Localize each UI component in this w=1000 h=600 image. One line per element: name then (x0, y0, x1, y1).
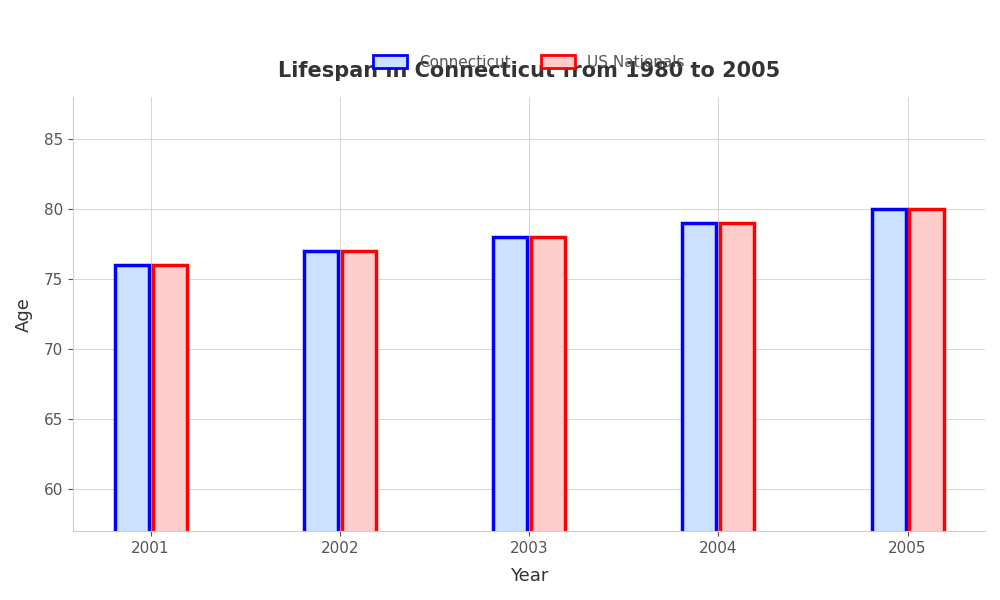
Bar (493, 238, 527, 600)
Y-axis label: Age: Age (15, 297, 33, 332)
Bar (153, 265, 187, 600)
Bar (682, 223, 716, 600)
Bar (342, 251, 376, 600)
Legend: Connecticut, US Nationals: Connecticut, US Nationals (367, 49, 691, 76)
Bar (304, 251, 338, 600)
X-axis label: Year: Year (510, 567, 548, 585)
Title: Lifespan in Connecticut from 1980 to 2005: Lifespan in Connecticut from 1980 to 200… (278, 61, 780, 80)
Bar (115, 265, 149, 600)
Bar (872, 209, 906, 600)
Bar (720, 223, 754, 600)
Bar (531, 238, 565, 600)
Bar (909, 209, 944, 600)
